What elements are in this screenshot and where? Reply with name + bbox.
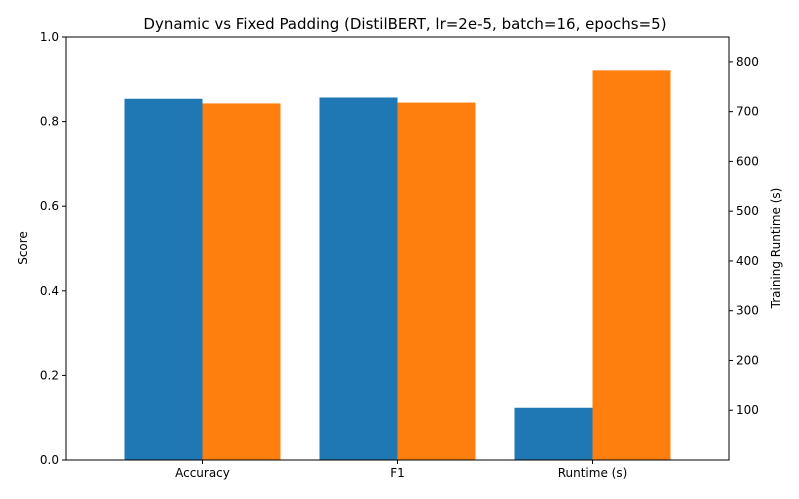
bar-series-0-0 [124, 98, 203, 461]
y-axis-label: Score [16, 231, 30, 265]
y-axis-right-label: Training Runtime (s) [769, 188, 783, 310]
y-right-tick-label: 300 [736, 304, 759, 318]
y-tick-label: 0.2 [40, 368, 59, 382]
y-right-tick-label: 200 [736, 353, 759, 367]
y-tick-label: 0.4 [40, 284, 59, 298]
chart-title: Dynamic vs Fixed Padding (DistilBERT, lr… [143, 15, 666, 33]
y-right-tick-label: 700 [736, 105, 759, 119]
bar-series-0-1 [319, 97, 398, 460]
y-right-tick-label: 800 [736, 55, 759, 69]
bar-series-1-0 [202, 103, 281, 460]
y-right-tick-label: 500 [736, 204, 759, 218]
bar-series-0-2 [514, 407, 593, 460]
y-tick-label: 1.0 [40, 30, 59, 44]
x-tick-label: Runtime (s) [558, 466, 628, 480]
x-tick-label: F1 [390, 466, 405, 480]
y-right-tick-label: 400 [736, 254, 759, 268]
y-tick-label: 0.6 [40, 199, 59, 213]
y-tick-label: 0.8 [40, 115, 59, 129]
axes-layer: 0.0 0.2 0.4 0.6 0.8 1.0 100 200 300 400 500 600 700 8… [40, 30, 759, 480]
y-right-tick-label: 600 [736, 154, 759, 168]
bar-series-1-1 [397, 102, 476, 460]
bars-layer [124, 70, 671, 461]
bar-series-1-2 [592, 70, 671, 461]
y-tick-label: 0.0 [40, 453, 59, 467]
y-right-tick-label: 100 [736, 403, 759, 417]
x-tick-label: Accuracy [175, 466, 230, 480]
